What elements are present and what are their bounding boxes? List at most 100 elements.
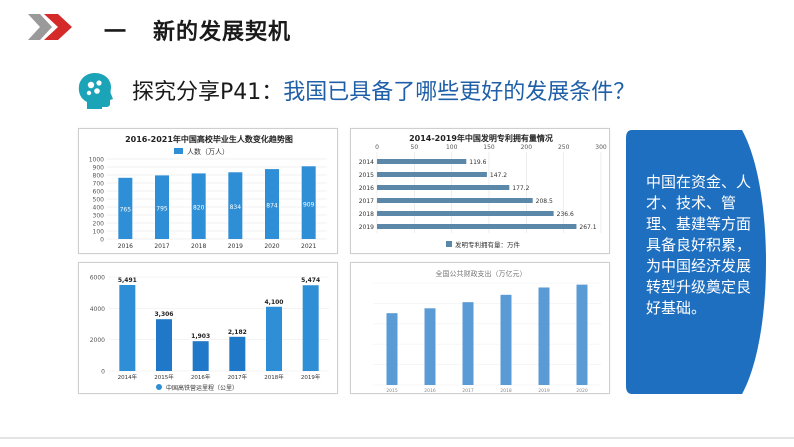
chart1-title: 2016-2021年中国高校毕业生人数变化趋势图: [125, 134, 293, 144]
chart1-bar: [228, 172, 243, 239]
chart4-x-label: 2018: [500, 388, 512, 394]
callout-shape: [626, 130, 766, 394]
chart1-y-tick: 1000: [89, 157, 104, 164]
chart1-value-label: 909: [303, 201, 315, 208]
chart2-bar: [377, 224, 577, 229]
fiscal-spending-chart-panel: 全国公共财政支出（万亿元） 2015 2016 2017 2018 2019 2020: [350, 262, 610, 394]
chart1-y-tick: 700: [93, 181, 105, 188]
chart4-bar: [500, 294, 512, 385]
chart1-bar: [155, 175, 169, 239]
question-prefix: 探究分享P41：: [132, 80, 284, 105]
chart2-value-label: 236.6: [557, 211, 574, 218]
chart3-value-label: 4,100: [265, 299, 284, 306]
chart1-x-label: 2018: [191, 243, 206, 250]
chart3-y-tick: 0: [101, 369, 105, 376]
chart2-title: 2014-2019年中国发明专利拥有量情况: [409, 133, 553, 143]
chart2-x-tick: 250: [558, 144, 570, 151]
chart1-bar: [265, 169, 279, 239]
chart3-value-label: 1,903: [191, 333, 210, 340]
chart2-x-tick: 0: [375, 144, 379, 151]
chart2-bar: [377, 198, 533, 203]
chart3-x-label: 2015年: [154, 373, 174, 381]
chart1-legend-swatch: [174, 148, 183, 154]
chart4-x-label: 2020: [576, 388, 588, 394]
chart2-y-label: 2014: [359, 159, 374, 166]
chart1-y-tick: 600: [93, 189, 105, 196]
chart2-x-tick: 150: [483, 144, 495, 151]
section-number: 一: [104, 20, 128, 45]
chart3-bar: [302, 285, 319, 371]
question-body: 我国已具备了哪些更好的发展条件？: [283, 80, 636, 105]
chart3-legend-swatch: [156, 384, 162, 390]
chart4-bar: [538, 287, 550, 385]
chart3-value-label: 2,182: [228, 329, 247, 336]
chevron-decoration-icon: [28, 14, 72, 40]
chart3-x-label: 2018年: [264, 373, 284, 381]
chart2-value-label: 208.5: [536, 198, 553, 205]
conclusion-callout: 中国在资金、人才、技术、管理、基建等方面具备良好积累，为中国经济发展转型升级奠定…: [624, 128, 784, 396]
chart4-bar: [386, 313, 398, 385]
section-title: 一 新的发展契机: [104, 14, 291, 46]
footer-divider: [0, 437, 794, 439]
chart1-y-tick: 300: [93, 213, 105, 220]
chart3-bar: [229, 336, 246, 371]
chart1-y-tick: 900: [93, 165, 105, 172]
chart1-x-label: 2021: [301, 243, 316, 250]
chart2-value-label: 147.2: [490, 172, 507, 179]
chart1-y-tick: 100: [93, 229, 105, 236]
chart1-y-tick: 200: [93, 221, 105, 228]
chart4-x-label: 2017: [462, 388, 474, 394]
graduates-chart-panel: 2016-2021年中国高校毕业生人数变化趋势图 人数（万人） 1000 900 8…: [78, 128, 338, 254]
graduates-bar-chart: 2016-2021年中国高校毕业生人数变化趋势图 人数（万人） 10009008…: [89, 134, 327, 250]
chart1-bar: [118, 177, 133, 239]
fiscal-spending-bar-chart: 全国公共财政支出（万亿元） 2015 2016 2017 2018 2019 2020: [373, 269, 601, 394]
chart4-title: 全国公共财政支出（万亿元）: [436, 269, 527, 278]
chart1-x-label: 2019: [228, 243, 243, 250]
chart1-value-label: 820: [193, 204, 205, 211]
chart3-x-label: 2016年: [191, 373, 211, 381]
chart2-value-label: 267.1: [579, 224, 596, 231]
chart1-y-tick: 0: [100, 237, 104, 244]
chart3-x-label: 2014年: [118, 373, 138, 381]
patents-bar-chart: 2014-2019年中国发明专利拥有量情况 发明专利拥有量：万件 0 50 100 1…: [359, 133, 607, 249]
chart4-x-label: 2015: [386, 388, 398, 394]
chart3-value-label: 5,474: [301, 277, 320, 284]
chart2-x-tick: 100: [446, 144, 458, 151]
chart3-value-label: 5,491: [118, 277, 137, 284]
chart4-bar: [462, 302, 474, 385]
chart2-value-label: 177.2: [512, 185, 529, 192]
chart2-value-label: 119.6: [469, 159, 486, 166]
chart2-y-label: 2015: [359, 172, 374, 179]
chart1-value-label: 874: [266, 203, 278, 210]
chart2-y-label: 2016: [359, 185, 374, 192]
chart2-bar: [377, 185, 510, 190]
chart1-legend: 人数（万人）: [187, 147, 229, 156]
chart1-bar: [301, 166, 316, 239]
chart2-bar: [377, 159, 467, 164]
chart3-bar: [192, 341, 209, 371]
chart1-value-label: 795: [156, 205, 168, 212]
chart3-x-label: 2019年: [301, 373, 321, 381]
chart2-x-tick: 200: [521, 144, 533, 151]
chart4-bar: [576, 284, 588, 385]
railway-chart-panel: 中国高铁营运里程（公里） 6000 4000 2000 0 5,491 2014年 3,30…: [78, 262, 338, 394]
chart1-value-label: 834: [230, 204, 242, 211]
callout-text: 中国在资金、人才、技术、管理、基建等方面具备良好积累，为中国经济发展转型升级奠定…: [646, 173, 752, 317]
chart2-y-label: 2018: [359, 211, 374, 218]
chart3-y-tick: 4000: [90, 306, 105, 313]
chart3-y-tick: 6000: [90, 275, 105, 282]
chart3-x-label: 2017年: [228, 373, 248, 381]
chart1-x-label: 2016: [118, 243, 133, 250]
chart3-value-label: 3,306: [155, 311, 174, 318]
inquiry-question: 探究分享P41：我国已具备了哪些更好的发展条件？: [132, 74, 635, 106]
chart2-legend: 发明专利拥有量：万件: [455, 240, 521, 249]
chart1-x-label: 2017: [154, 243, 169, 250]
section-title-text: 新的发展契机: [153, 20, 292, 45]
chart2-x-tick: 50: [411, 144, 419, 151]
chart1-x-label: 2020: [264, 243, 279, 250]
railway-bar-chart: 中国高铁营运里程（公里） 6000 4000 2000 0 5,491 2014年 3,30…: [90, 275, 329, 392]
chart3-bar: [119, 284, 136, 371]
chart2-bar: [377, 211, 554, 216]
chart3-legend: 中国高铁营运里程（公里）: [166, 384, 238, 392]
chart1-y-tick: 400: [93, 205, 105, 212]
